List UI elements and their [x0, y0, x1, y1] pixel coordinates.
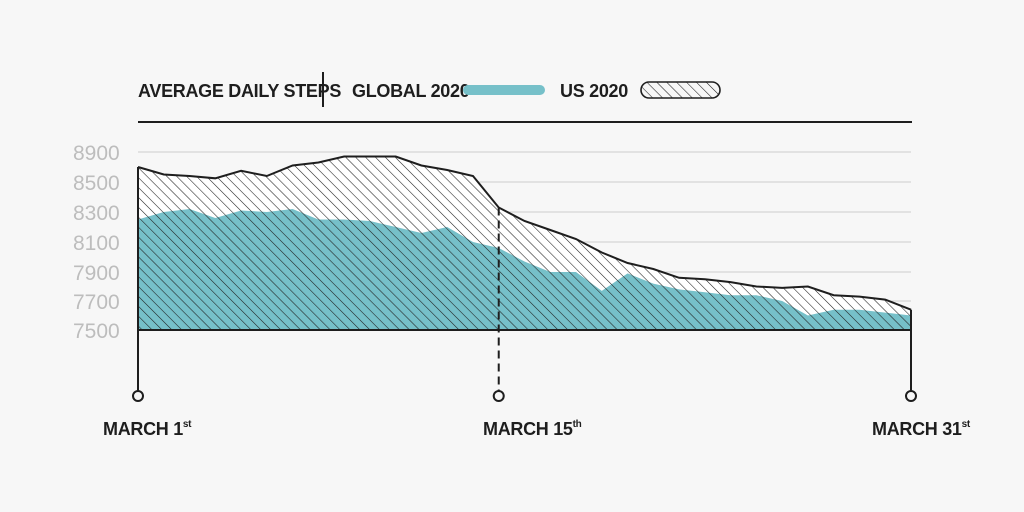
legend-title: AVERAGE DAILY STEPS — [138, 81, 341, 101]
x-label-march-15: MARCH 15th — [483, 419, 582, 439]
x-label-march-1: MARCH 1st — [103, 419, 192, 439]
legend-global-label: GLOBAL 2020 — [352, 81, 470, 101]
y-tick-label: 8300 — [73, 202, 120, 225]
y-tick-label: 8900 — [73, 142, 120, 165]
y-tick-label: 8100 — [73, 232, 120, 255]
global-2020-area-hatch — [138, 209, 911, 330]
legend-us-label: US 2020 — [560, 81, 628, 101]
start-marker — [132, 390, 144, 402]
x-label-march-31: MARCH 31st — [872, 419, 971, 439]
end-marker — [905, 390, 917, 402]
mid-marker — [492, 390, 505, 402]
y-tick-labels: 8900 8500 8300 8100 7900 7700 7500 — [73, 142, 120, 343]
y-tick-label: 7900 — [73, 262, 120, 285]
y-tick-label: 7700 — [73, 291, 120, 314]
y-tick-label: 8500 — [73, 172, 120, 195]
y-tick-label: 7500 — [73, 320, 120, 343]
x-axis-markers — [132, 167, 917, 402]
legend-us-swatch — [640, 81, 721, 99]
us-2020-line — [137, 155, 912, 311]
series-layer — [137, 155, 912, 331]
